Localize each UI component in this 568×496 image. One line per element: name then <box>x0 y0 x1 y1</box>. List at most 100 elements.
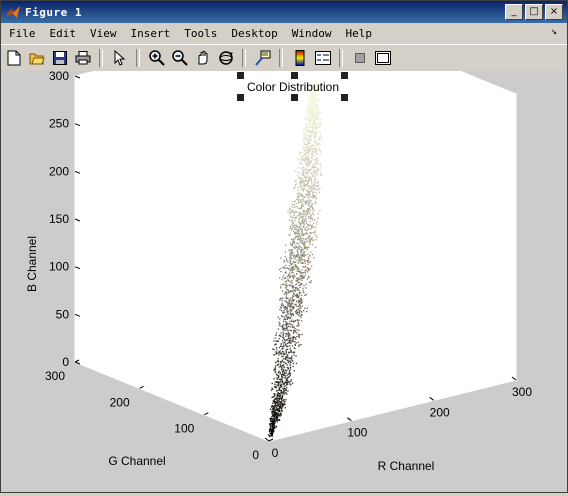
scatter-point <box>289 334 291 336</box>
scatter-point <box>311 118 313 120</box>
menu-tools[interactable]: Tools <box>184 26 218 40</box>
menu-desktop[interactable]: Desktop <box>231 26 278 40</box>
scatter-point <box>281 364 284 366</box>
scatter-point <box>316 131 319 133</box>
y-tick-label: 200 <box>110 395 130 409</box>
scatter-point <box>305 283 307 285</box>
figure-canvas[interactable]: 0 50 100 150 200 250 300 0 100 200 300 0 100 200 300 C… <box>1 14 567 492</box>
title-selection-handles[interactable] <box>237 72 348 101</box>
scatter-point <box>280 297 283 300</box>
scatter-point <box>320 150 322 152</box>
open-file-button[interactable] <box>27 48 47 68</box>
insert-legend-button[interactable] <box>313 48 333 68</box>
maximize-button[interactable]: □ <box>525 4 543 20</box>
scatter-point <box>289 219 291 221</box>
minimize-button[interactable]: _ <box>505 4 523 20</box>
scatter-point <box>280 332 282 334</box>
scatter-point <box>311 204 313 207</box>
scatter-point <box>303 255 305 257</box>
scatter-point <box>280 414 282 416</box>
scatter-point <box>283 319 285 321</box>
data-cursor-button[interactable] <box>253 48 273 68</box>
scatter-point <box>280 392 282 394</box>
insert-colorbar-button[interactable] <box>290 48 310 68</box>
scatter-point <box>314 81 317 83</box>
scatter-point <box>307 108 309 111</box>
title-bar[interactable]: Figure 1 _ □ × <box>1 1 567 23</box>
scatter-point <box>315 127 317 129</box>
dock-arrow-icon[interactable]: ↘ <box>550 26 557 37</box>
scatter-point <box>298 277 300 279</box>
scatter-point <box>304 154 306 156</box>
rotate-3d-button[interactable] <box>216 48 236 68</box>
scatter-point <box>281 407 283 410</box>
scatter-point <box>289 361 291 363</box>
scatter-point <box>309 102 311 104</box>
scatter-point <box>319 121 322 123</box>
scatter-point <box>297 207 299 209</box>
menu-view[interactable]: View <box>90 26 117 40</box>
scatter-point <box>316 126 319 129</box>
rotate-3d-icon <box>219 51 233 65</box>
scatter-point <box>320 118 323 120</box>
scatter-point <box>289 233 291 235</box>
scatter-point <box>284 374 286 377</box>
pan-button[interactable] <box>193 48 213 68</box>
scatter-point <box>315 123 317 125</box>
scatter-point <box>291 228 293 230</box>
scatter-point <box>299 309 301 312</box>
scatter-point <box>315 95 317 97</box>
scatter-point <box>293 241 295 243</box>
scatter-point <box>311 244 313 246</box>
scatter-point <box>283 367 285 369</box>
scatter-point <box>299 246 301 248</box>
menu-help[interactable]: Help <box>345 26 372 40</box>
scatter-point <box>305 254 307 256</box>
scatter-point <box>314 86 316 88</box>
scatter-point <box>315 83 317 86</box>
scatter-point <box>296 215 299 217</box>
scatter-point <box>304 240 306 243</box>
scatter-point <box>300 188 302 190</box>
scatter-point <box>272 406 274 408</box>
close-button[interactable]: × <box>545 4 563 20</box>
print-button[interactable] <box>73 48 93 68</box>
menu-insert[interactable]: Insert <box>130 26 171 40</box>
scatter-point <box>289 254 291 256</box>
scatter-point <box>315 226 317 228</box>
scatter-point <box>271 387 273 389</box>
menu-file[interactable]: File <box>9 26 36 40</box>
scatter-point <box>299 217 301 219</box>
scatter-point <box>284 318 286 320</box>
scatter-point <box>284 306 287 308</box>
zoom-in-button[interactable] <box>147 48 167 68</box>
hide-plot-tools-button[interactable] <box>350 48 370 68</box>
scatter-point <box>287 330 289 332</box>
scatter-point <box>292 360 294 362</box>
scatter-point <box>310 105 312 108</box>
scatter-point <box>307 227 309 230</box>
scatter-point <box>286 366 288 369</box>
scatter-point <box>298 314 300 316</box>
scatter-point <box>292 239 294 242</box>
menu-window[interactable]: Window <box>291 26 332 40</box>
zoom-out-button[interactable] <box>170 48 190 68</box>
edit-plot-button[interactable] <box>110 48 130 68</box>
scatter-point <box>301 272 303 274</box>
scatter-point <box>300 224 302 226</box>
scatter-point <box>285 344 287 347</box>
new-file-button[interactable] <box>4 48 24 68</box>
save-button[interactable] <box>50 48 70 68</box>
scatter-point <box>306 129 309 132</box>
scatter-point <box>293 246 295 248</box>
scatter-point <box>278 370 280 373</box>
scatter-point <box>292 365 294 368</box>
scatter-point <box>297 174 299 176</box>
menu-edit[interactable]: Edit <box>49 26 77 40</box>
scatter-point <box>292 216 295 219</box>
scatter-point <box>308 236 310 238</box>
show-plot-tools-button[interactable] <box>373 48 393 68</box>
chart-title[interactable]: Color Distribution <box>247 80 339 94</box>
scatter-point <box>313 127 315 129</box>
